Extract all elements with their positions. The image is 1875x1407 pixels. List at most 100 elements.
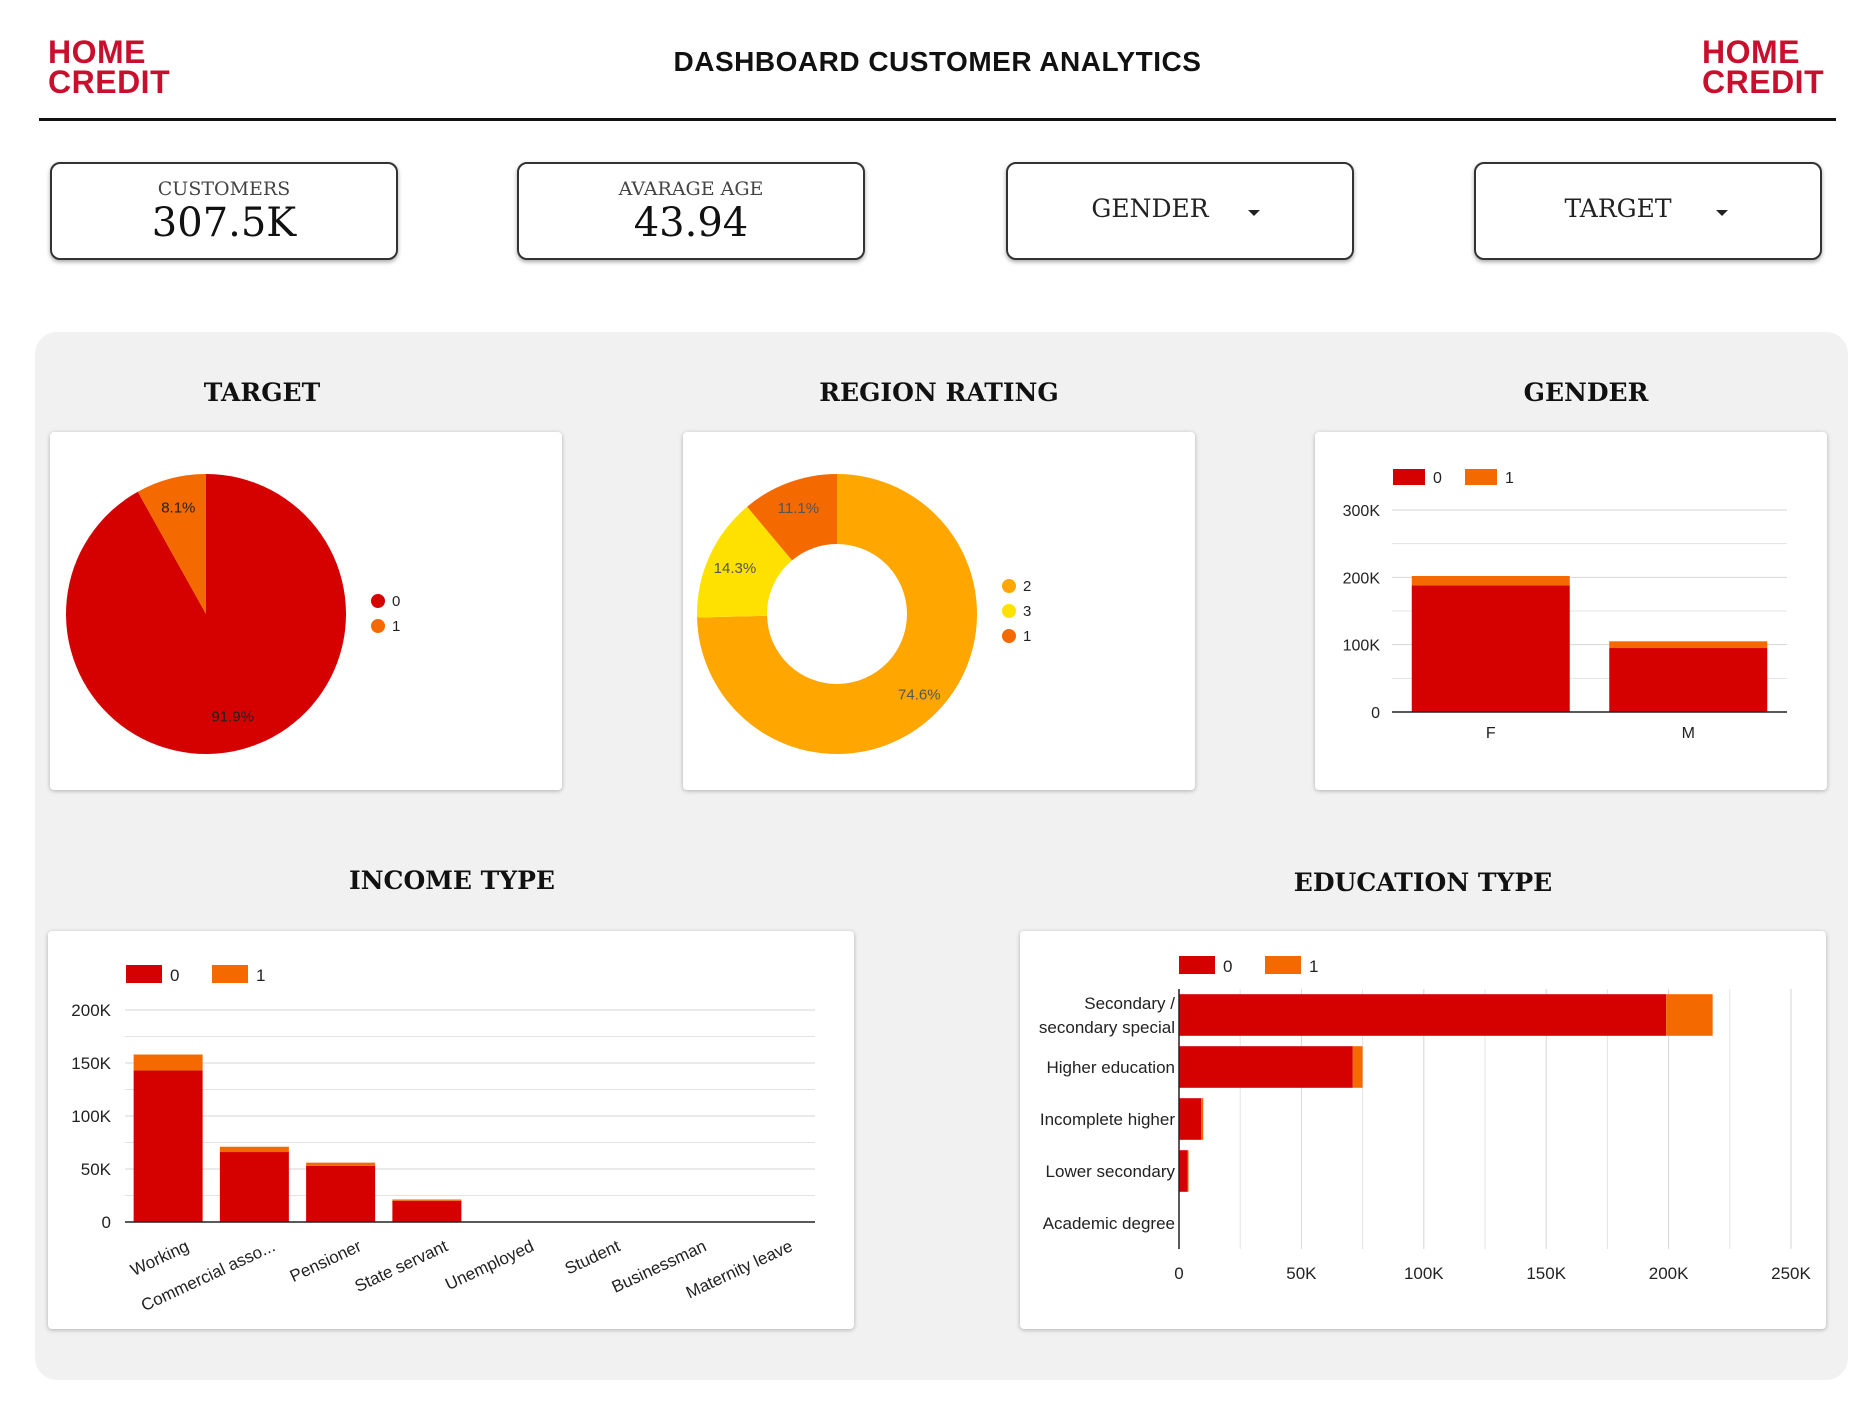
bar-M-series-1 xyxy=(1609,641,1767,648)
x-tick-label: State servant xyxy=(352,1236,451,1296)
bar-Secondary / secondary special-series-1 xyxy=(1666,994,1713,1036)
bar-Incomplete higher-series-1 xyxy=(1201,1098,1203,1140)
slice-value-label: 14.3% xyxy=(714,560,757,577)
x-tick-label: Working xyxy=(128,1236,192,1279)
legend-swatch xyxy=(126,965,162,983)
average-age-value: 43.94 xyxy=(519,200,863,246)
bar-Working-series-1 xyxy=(134,1055,203,1071)
y-tick-label: Secondary / xyxy=(1084,994,1175,1013)
bar-Working-series-0 xyxy=(134,1070,203,1222)
target-pie-chart: 91.9%8.1%01 xyxy=(50,432,562,790)
legend-swatch xyxy=(212,965,248,983)
bar-State servant-series-1 xyxy=(392,1199,461,1200)
y-tick-label: Higher education xyxy=(1046,1058,1175,1077)
y-tick-label: 50K xyxy=(81,1160,112,1179)
legend-marker xyxy=(1002,629,1016,643)
x-tick-label: 200K xyxy=(1649,1264,1689,1283)
gender-chart-title: GENDER xyxy=(1315,378,1857,407)
customers-value: 307.5K xyxy=(52,200,396,246)
bar-Commercial asso...-series-1 xyxy=(220,1147,289,1152)
slice-value-label: 91.9% xyxy=(211,709,254,726)
bar-F-series-0 xyxy=(1412,585,1570,712)
legend-swatch xyxy=(1393,469,1425,485)
bar-State servant-series-0 xyxy=(392,1201,461,1222)
y-tick-label: Incomplete higher xyxy=(1040,1110,1175,1129)
x-tick-label: 250K xyxy=(1771,1264,1811,1283)
legend-label: 1 xyxy=(256,966,265,985)
education-bar-chart: 0 50K 100K 150K 200K 250K Secondary / secondary… xyxy=(1020,931,1826,1329)
income-chart-title: INCOME TYPE xyxy=(48,866,856,895)
customers-kpi-card: CUSTOMERS 307.5K xyxy=(50,162,398,260)
income-bar-chart: 050K100K150K200KWorkingCommercial asso..… xyxy=(48,931,854,1329)
legend-label: 1 xyxy=(1023,628,1031,645)
legend-label: 0 xyxy=(1223,957,1232,976)
y-tick-label: Lower secondary xyxy=(1046,1162,1176,1181)
bar-Higher education-series-1 xyxy=(1353,1046,1363,1088)
x-tick-label: F xyxy=(1486,725,1496,742)
bar-Commercial asso...-series-0 xyxy=(220,1152,289,1222)
slice-value-label: 74.6% xyxy=(898,686,941,703)
slice-value-label: 11.1% xyxy=(778,500,819,517)
education-chart-title: EDUCATION TYPE xyxy=(1020,868,1826,897)
legend-marker xyxy=(371,594,385,608)
x-tick-label: Student xyxy=(562,1236,623,1278)
chevron-down-icon xyxy=(1248,210,1260,216)
customers-label: CUSTOMERS xyxy=(52,178,396,200)
legend-label: 0 xyxy=(1433,470,1442,487)
x-tick-label: 0 xyxy=(1174,1264,1183,1283)
x-tick-label: M xyxy=(1682,725,1695,742)
legend-label: 0 xyxy=(392,593,400,610)
legend-marker xyxy=(1002,604,1016,618)
legend-label: 1 xyxy=(1309,957,1318,976)
bar-F-series-1 xyxy=(1412,576,1570,585)
region-chart-title: REGION RATING xyxy=(683,378,1195,407)
legend-marker xyxy=(1002,579,1016,593)
bar-Lower secondary-series-1 xyxy=(1188,1150,1189,1192)
y-tick-label: 200K xyxy=(71,1001,111,1020)
x-tick-label: Unemployed xyxy=(442,1236,537,1294)
page-title: DASHBOARD CUSTOMER ANALYTICS xyxy=(0,46,1875,78)
y-tick-label: 150K xyxy=(71,1054,111,1073)
legend-swatch xyxy=(1179,956,1215,974)
legend-swatch xyxy=(1265,956,1301,974)
region-donut-card: 74.6% 14.3% 11.1% 2 3 1 xyxy=(683,432,1195,790)
x-tick-label: 50K xyxy=(1286,1264,1317,1283)
y-tick-label: 100K xyxy=(1343,638,1381,655)
y-tick-label: 300K xyxy=(1343,503,1381,520)
x-tick-label: 100K xyxy=(1404,1264,1444,1283)
legend-label: 2 xyxy=(1023,578,1031,595)
slice-value-label: 8.1% xyxy=(161,500,195,517)
header-divider xyxy=(39,118,1836,121)
legend-label: 0 xyxy=(170,966,179,985)
legend-marker xyxy=(371,619,385,633)
legend-label: 1 xyxy=(1505,470,1514,487)
legend-swatch xyxy=(1465,469,1497,485)
region-donut-chart: 74.6% 14.3% 11.1% 2 3 1 xyxy=(683,432,1195,790)
y-tick-label: 200K xyxy=(1343,570,1381,587)
bar-Pensioner-series-0 xyxy=(306,1166,375,1222)
gender-filter-dropdown[interactable]: GENDER xyxy=(1006,162,1354,260)
bar-Incomplete higher-series-0 xyxy=(1179,1098,1201,1140)
bar-Pensioner-series-1 xyxy=(306,1163,375,1166)
y-tick-label: 0 xyxy=(1371,705,1380,722)
target-chart-title: TARGET xyxy=(50,378,474,407)
target-filter-dropdown[interactable]: TARGET xyxy=(1474,162,1822,260)
x-tick-label: 150K xyxy=(1526,1264,1566,1283)
y-tick-label: 100K xyxy=(71,1107,111,1126)
bar-Secondary / secondary special-series-0 xyxy=(1179,994,1666,1036)
chevron-down-icon xyxy=(1716,210,1728,216)
gender-filter-label: GENDER xyxy=(1008,194,1352,223)
gender-bar-chart: 0 100K 200K 300K F M 0 1 xyxy=(1315,432,1827,790)
gender-bar-card: 0 100K 200K 300K F M 0 1 xyxy=(1315,432,1827,790)
education-bar-card: 0 50K 100K 150K 200K 250K Secondary / secondary… xyxy=(1020,931,1826,1329)
y-tick-label: Academic degree xyxy=(1043,1214,1175,1233)
income-bar-card: 0 50K 100K 150K 200K Working Commercial asso..… xyxy=(48,931,854,1329)
average-age-kpi-card: AVARAGE AGE 43.94 xyxy=(517,162,865,260)
target-filter-label: TARGET xyxy=(1476,194,1820,223)
bar-M-series-0 xyxy=(1609,648,1767,712)
y-tick-label: 0 xyxy=(102,1213,111,1232)
legend-label: 3 xyxy=(1023,603,1031,620)
bar-Higher education-series-0 xyxy=(1179,1046,1353,1088)
bar-Lower secondary-series-0 xyxy=(1179,1150,1188,1192)
target-pie-card: 91.9% 8.1% 0 1 xyxy=(50,432,562,790)
